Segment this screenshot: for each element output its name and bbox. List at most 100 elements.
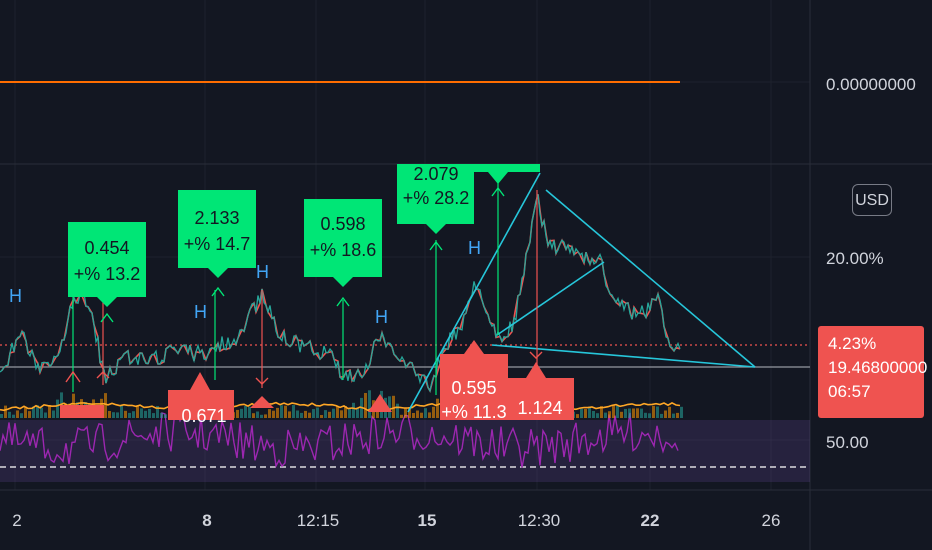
volume-bar — [332, 408, 335, 418]
volume-bar — [312, 409, 315, 418]
volume-bar — [436, 398, 439, 418]
buy-label[interactable]: 2.133 +% 14.7 — [178, 190, 256, 297]
volume-bar — [432, 406, 435, 418]
volume-bar — [48, 405, 51, 418]
volume-bar — [120, 405, 123, 418]
volume-bar — [32, 406, 35, 418]
x-tick: 26 — [762, 511, 781, 530]
volume-bar — [276, 407, 279, 418]
rsi-line — [0, 410, 679, 469]
volume-bar — [356, 407, 359, 418]
volume-bar — [12, 414, 15, 418]
volume-bar — [108, 411, 111, 418]
volume-bar — [8, 411, 11, 418]
trendline-falling — [545, 189, 756, 368]
volume-bar — [592, 411, 595, 418]
volume-bar — [260, 414, 263, 418]
volume-bar — [152, 413, 155, 418]
volume-bar — [584, 409, 587, 418]
buy-label-value: 0.598 — [320, 214, 365, 234]
x-tick: 12:30 — [518, 511, 561, 530]
current-price: 19.46800000 — [828, 358, 928, 377]
volume-bar — [28, 411, 31, 418]
volume-bar — [668, 406, 671, 418]
pivot-high-marker: H — [194, 302, 207, 322]
pivot-high-marker: H — [375, 307, 388, 327]
buy-label[interactable]: 0.598 +% 18.6 — [304, 199, 382, 307]
volume-bar — [660, 413, 663, 418]
volume-bar — [264, 414, 267, 418]
volume-bar — [296, 410, 299, 418]
volume-bar — [672, 413, 675, 418]
top-pane-price-label: 0.00000000 — [826, 75, 916, 94]
signal-lines — [72, 180, 538, 395]
volume-bar — [40, 407, 43, 418]
volume-bar — [616, 405, 619, 418]
volume-bar — [324, 410, 327, 418]
volume-bar — [128, 412, 131, 418]
trendline-support — [491, 344, 756, 368]
sell-label[interactable] — [60, 370, 110, 418]
buy-label-pct: +% 14.7 — [184, 234, 251, 254]
volume-bar — [620, 411, 623, 418]
volume-bar — [424, 408, 427, 418]
volume-bar — [4, 405, 7, 418]
volume-bar — [288, 411, 291, 418]
volume-bar — [596, 413, 599, 418]
indicator-axis-tick: 50.00 — [826, 433, 869, 452]
buy-label[interactable]: 2.079 +% 28.2 — [397, 164, 540, 251]
volume-bar — [16, 410, 19, 418]
buy-label-value: 2.079 — [413, 164, 458, 184]
currency-button[interactable]: USD — [852, 184, 892, 216]
volume-bar — [388, 396, 391, 418]
current-price-badge: 4.23% 19.46800000 06:57 — [818, 326, 928, 418]
x-tick: 12:15 — [297, 511, 340, 530]
volume-bar — [244, 406, 247, 418]
x-tick: 8 — [202, 511, 211, 530]
volume-bar — [112, 412, 115, 418]
volume-bar — [412, 413, 415, 418]
volume-bar — [600, 406, 603, 418]
sell-label[interactable]: 0.595 +% 11.3 — [368, 340, 508, 422]
volume-bar — [352, 402, 355, 418]
buy-label[interactable]: 0.454 +% 13.2 — [68, 222, 146, 323]
volume-bar — [280, 405, 283, 418]
volume-bar — [400, 414, 403, 418]
trendline-channel — [496, 261, 605, 336]
volume-bar — [36, 405, 39, 418]
volume-bar — [256, 411, 259, 418]
volume-bar — [428, 412, 431, 418]
volume-bar — [52, 410, 55, 418]
pivot-high-marker: H — [256, 262, 269, 282]
volume-bar — [240, 408, 243, 418]
x-tick: 22 — [641, 511, 660, 530]
volume-bar — [368, 390, 371, 418]
pivot-high-marker: H — [468, 238, 481, 258]
price-series — [0, 194, 681, 393]
volume-bar — [628, 408, 631, 418]
volume-bar — [268, 409, 271, 418]
volume-bar — [272, 410, 275, 418]
sell-label[interactable]: 1.124 — [508, 351, 574, 420]
sell-label[interactable]: 0.671 — [168, 372, 274, 426]
volume-bar — [644, 412, 647, 418]
volume-bar — [136, 405, 139, 418]
trendlines — [407, 172, 756, 413]
sell-label-value: 0.595 — [451, 378, 496, 398]
trendline-rising — [407, 172, 541, 413]
volume-bar — [20, 413, 23, 418]
volume-bar — [148, 408, 151, 418]
volume-bar — [604, 412, 607, 418]
pivot-high-marker: H — [9, 286, 22, 306]
volume-bar — [648, 413, 651, 418]
volume-bar — [292, 405, 295, 418]
x-axis: 2 8 12:15 15 12:30 22 26 — [12, 511, 780, 530]
volume-bar — [132, 411, 135, 418]
volume-bar — [624, 408, 627, 418]
volume-bar — [144, 410, 147, 418]
volume-bar — [116, 412, 119, 418]
volume-bar — [344, 406, 347, 418]
buy-label-pct: +% 28.2 — [403, 188, 470, 208]
